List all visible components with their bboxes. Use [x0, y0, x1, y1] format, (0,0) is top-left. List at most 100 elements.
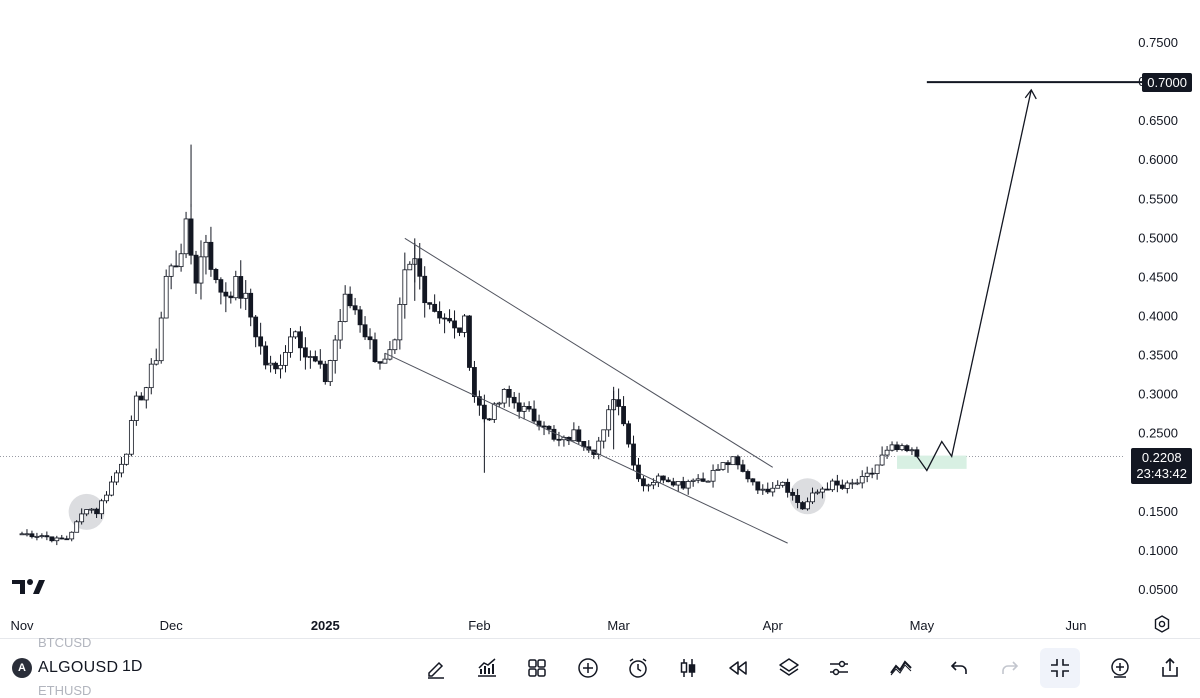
tradingview-logo-icon[interactable] [12, 578, 46, 596]
alert-icon[interactable] [621, 651, 655, 685]
candle [79, 508, 85, 525]
candle [342, 285, 348, 323]
candle [54, 535, 60, 546]
candle [720, 462, 726, 471]
candle-up [690, 479, 696, 482]
candle [173, 250, 179, 268]
candle-down [834, 480, 840, 486]
candle-down [357, 309, 363, 326]
candle-down [745, 471, 751, 480]
add-comment-icon[interactable] [1103, 651, 1137, 685]
candle-up [397, 304, 403, 341]
indicators-icon[interactable] [470, 651, 504, 685]
candle [442, 313, 447, 334]
candle-down [238, 276, 244, 299]
candle-down [839, 484, 845, 489]
candle-up [24, 533, 30, 536]
candle-up [54, 537, 60, 542]
candle [39, 533, 45, 539]
candle [163, 269, 169, 319]
redo-icon[interactable] [993, 651, 1027, 685]
candle [660, 475, 666, 484]
layers-icon[interactable] [772, 651, 806, 685]
candle-down [64, 538, 70, 541]
candle-down [188, 218, 194, 256]
candle-up [198, 256, 204, 284]
candle-up [133, 395, 139, 421]
bar-style-icon[interactable] [671, 651, 705, 685]
candle-up [501, 389, 507, 404]
candle [34, 532, 40, 541]
candle-down [511, 396, 517, 404]
candle-up [327, 360, 333, 383]
candle-down [506, 389, 512, 398]
candle-up [124, 453, 129, 465]
candle [467, 315, 472, 371]
candle-down [452, 320, 457, 329]
add-icon[interactable] [571, 651, 605, 685]
candle-up [392, 339, 398, 351]
candle-down [173, 265, 179, 268]
candle [695, 474, 701, 484]
pencil-icon[interactable] [419, 651, 453, 685]
candle-down [263, 345, 269, 366]
candle-down [377, 361, 383, 364]
price-chart[interactable]: 0.05000.10000.15000.20000.25000.30000.35… [0, 0, 1200, 638]
candle [889, 441, 895, 452]
layouts-icon[interactable] [520, 651, 554, 685]
candle [457, 327, 462, 337]
candle-up [178, 253, 184, 268]
candle-down [193, 254, 199, 284]
candle-up [705, 480, 711, 483]
undo-icon[interactable] [942, 651, 976, 685]
candle-up [337, 321, 343, 341]
current-price-value: 0.2208 [1141, 450, 1182, 465]
candle-down [825, 488, 830, 491]
candle [213, 267, 219, 284]
candle-up [233, 276, 239, 299]
share-icon[interactable] [1153, 651, 1187, 685]
price-axis[interactable]: 0.05000.10000.15000.20000.25000.30000.35… [1138, 35, 1178, 597]
chart-settings-icon[interactable] [1152, 614, 1172, 634]
candle [700, 472, 706, 483]
replay-icon[interactable] [721, 651, 755, 685]
symbol-selector[interactable]: A ALGOUSD [12, 649, 118, 687]
price-tick-label: 0.5500 [1138, 191, 1178, 206]
candle [884, 446, 890, 459]
candle [312, 350, 318, 363]
symbol-list-next[interactable]: ETHUSD [38, 683, 92, 698]
candle [496, 401, 502, 408]
candle [621, 396, 626, 427]
candle [511, 392, 517, 409]
candle-up [521, 406, 527, 412]
interval-selector[interactable]: 1D [122, 658, 143, 675]
candle [298, 326, 303, 361]
price-tick-label: 0.3000 [1138, 387, 1178, 402]
price-tick-label: 0.1500 [1138, 504, 1178, 519]
candle [491, 402, 497, 423]
fullscreen-exit-icon[interactable] [1040, 648, 1080, 688]
candle-down [472, 367, 477, 398]
settings-sliders-icon[interactable] [822, 651, 856, 685]
candle [909, 447, 915, 456]
candle-up [307, 356, 313, 358]
candle-up [601, 429, 607, 442]
candle [829, 478, 835, 492]
candle-down [546, 425, 552, 430]
symbol-list-prev[interactable]: BTCUSD [38, 635, 92, 650]
candle [278, 354, 283, 379]
candle-up [288, 336, 293, 353]
candle [646, 483, 651, 492]
candle [109, 475, 114, 497]
candle-up [104, 494, 109, 502]
time-tick-label: Mar [607, 618, 630, 633]
candle [820, 486, 825, 499]
candle-up [128, 420, 134, 455]
time-axis[interactable]: Nov Dec 2025 Feb Mar Apr May Jun [10, 618, 1086, 633]
candle-up [407, 263, 413, 271]
candle-down [49, 536, 55, 542]
candle-countdown: 23:43:42 [1136, 466, 1187, 481]
candle-up [342, 293, 348, 322]
trend-icon[interactable] [884, 651, 918, 685]
candle [133, 391, 139, 426]
